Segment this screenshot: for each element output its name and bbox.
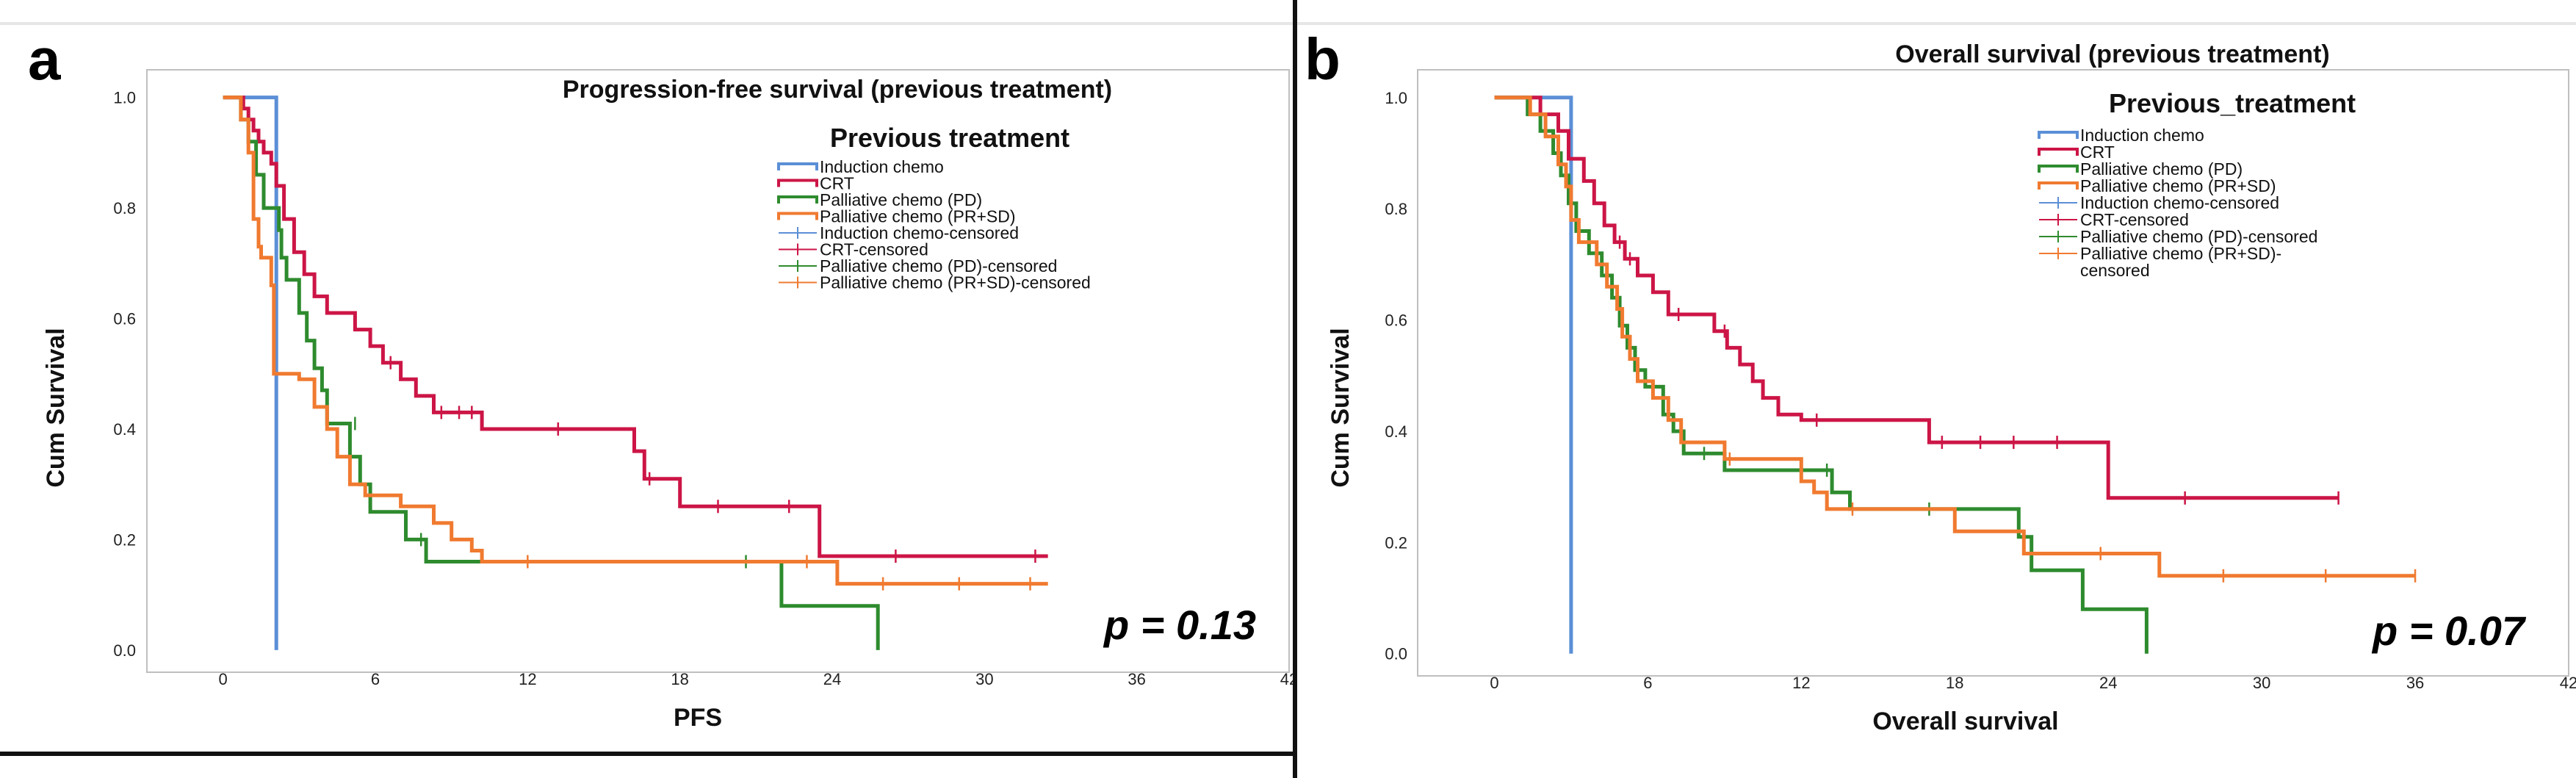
km-curve-crt <box>223 96 1048 558</box>
legend-swatch-crt <box>777 179 818 187</box>
legend-item-label: CRT-censored <box>820 240 928 259</box>
legend-item-label: Palliative chemo (PD) <box>820 190 982 209</box>
x-tick-label: 18 <box>1946 674 1963 692</box>
legend-item-label: Palliative chemo (PR+SD)- <box>2080 244 2281 263</box>
series-group-a <box>223 96 1048 650</box>
bottom-border <box>0 752 1293 756</box>
y-tick-label: 0.8 <box>113 199 136 217</box>
legend-title-a: Previous treatment <box>830 123 1069 153</box>
panel-a: a Progression-free survival (previous tr… <box>28 26 1297 732</box>
panel-label-a: a <box>28 26 61 92</box>
km-curve-induction <box>1494 96 1573 654</box>
legend-item-label: Palliative chemo (PD)-censored <box>820 256 1057 275</box>
x-tick-label: 6 <box>371 670 380 688</box>
km-curve-prsd <box>1494 96 2416 578</box>
legend-item-label: Palliative chemo (PD)-censored <box>2080 227 2317 246</box>
y-tick-label: 0.6 <box>1385 311 1407 330</box>
y-tick-label: 0.4 <box>113 420 136 439</box>
x-tick-label: 6 <box>1643 674 1652 692</box>
x-tick-label: 12 <box>519 670 536 688</box>
y-tick-label: 0.0 <box>113 641 136 660</box>
x-tick-label: 0 <box>1490 674 1498 692</box>
plot-area-a <box>146 69 1290 673</box>
legend-swatch-pd <box>777 195 818 203</box>
legend-swatch-induction <box>2038 131 2079 139</box>
km-curve-pd <box>223 96 880 650</box>
legend-item-label: Palliative chemo (PR+SD) <box>820 207 1016 226</box>
panel-label-b: b <box>1305 26 1341 92</box>
x-tick-label: 36 <box>2406 674 2424 692</box>
y-axis-label-a: Cum Survival <box>42 328 70 487</box>
legend-item-label: CRT <box>2080 143 2115 162</box>
x-tick-label: 12 <box>1792 674 1810 692</box>
km-curve-prsd <box>223 96 1048 586</box>
chart-title-a: Progression-free survival (previous trea… <box>563 76 1112 104</box>
legend-swatch-induction <box>777 162 818 170</box>
panel-divider <box>1293 0 1297 778</box>
y-tick-label: 0.2 <box>113 530 136 549</box>
y-tick-label: 0.0 <box>1385 645 1407 663</box>
y-tick-label: 1.0 <box>113 89 136 107</box>
legend-swatch-prsd <box>777 212 818 220</box>
y-tick-label: 1.0 <box>1385 89 1407 107</box>
y-tick-label: 0.2 <box>1385 533 1407 552</box>
x-tick-label: 18 <box>671 670 688 688</box>
legend-item-label: Induction chemo <box>2080 126 2204 145</box>
legend-swatch-pd <box>2038 165 2079 173</box>
legend-item-label: Palliative chemo (PR+SD) <box>2080 176 2276 195</box>
p-value-a: p = 0.13 <box>1103 602 1256 648</box>
legend-item-label: Induction chemo-censored <box>820 223 1019 242</box>
axes-a: 0 6 12 18 24 30 36 420.00.20.40.60.81.0 <box>113 89 1297 688</box>
legend-swatch-crt <box>2038 148 2079 156</box>
y-axis-label-b: Cum Survival <box>1327 328 1354 487</box>
x-tick-label: 30 <box>2253 674 2270 692</box>
legend-item-label: censored <box>2080 261 2150 280</box>
panel-b: b Overall survival (previous treatment) … <box>1297 0 2576 778</box>
axes-b: 0 6 12 18 24 30 36 42 0.0 0.2 0.4 0.6 0.8 1.0 <box>1385 89 2576 692</box>
legend-item-label: Induction chemo <box>820 157 944 176</box>
series-group-b <box>1494 96 2417 654</box>
y-tick-label: 0.6 <box>113 310 136 328</box>
x-axis-label-a: PFS <box>674 704 722 732</box>
x-tick-label: 30 <box>975 670 993 688</box>
plot-area-b <box>1417 69 2569 677</box>
top-border <box>0 22 2576 25</box>
y-tick-label: 0.4 <box>1385 422 1407 441</box>
chart-a: a Progression-free survival (previous tr… <box>28 26 1297 732</box>
legend-swatch-prsd <box>2038 181 2079 190</box>
x-axis-label-b: Overall survival <box>1872 707 2058 735</box>
x-tick-label: 24 <box>823 670 841 688</box>
legend-item-label: CRT-censored <box>2080 210 2189 229</box>
km-curve-crt <box>1494 96 2339 500</box>
chart-title-b: Overall survival (previous treatment) <box>1895 40 2329 68</box>
km-curve-induction <box>223 96 278 650</box>
legend-item-label: Palliative chemo (PD) <box>2080 159 2243 179</box>
x-tick-label: 36 <box>1128 670 1145 688</box>
chart-b: b Overall survival (previous treatment) … <box>1305 26 2576 735</box>
p-value-b: p = 0.07 <box>2371 608 2527 654</box>
x-tick-label: 42 <box>2560 674 2576 692</box>
legend-item-label: Induction chemo-censored <box>2080 193 2279 212</box>
x-tick-label: 0 <box>219 670 228 688</box>
legend-title-b: Previous_treatment <box>2109 88 2356 118</box>
y-tick-label: 0.8 <box>1385 200 1407 218</box>
x-tick-label: 24 <box>2099 674 2117 692</box>
legend-item-label: CRT <box>820 174 854 193</box>
legend-item-label: Palliative chemo (PR+SD)-censored <box>820 273 1091 292</box>
